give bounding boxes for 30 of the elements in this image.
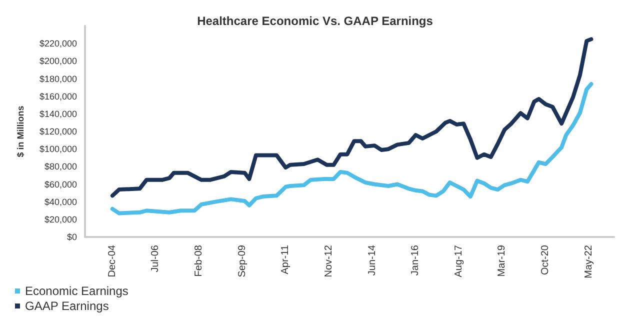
x-tick-label: Sep-09 <box>236 244 248 278</box>
y-tick-label: $140,000 <box>39 108 77 119</box>
chart-title: Healthcare Economic Vs. GAAP Earnings <box>197 14 434 28</box>
legend-label: GAAP Earnings <box>25 299 109 313</box>
x-tick-label: Nov-12 <box>324 244 335 278</box>
y-tick-label: $0 <box>66 232 77 242</box>
x-tick-label: Oct-20 <box>540 244 552 276</box>
x-tick-label: May-22 <box>583 244 594 278</box>
y-tick-label: $120,000 <box>39 126 77 136</box>
line-series <box>110 37 594 198</box>
y-tick-label: $20,000 <box>44 214 77 224</box>
y-tick-label: $100,000 <box>39 144 77 154</box>
y-tick-label: $80,000 <box>44 162 77 172</box>
x-tick-label: Feb-08 <box>194 244 205 277</box>
y-tick-label: $160,000 <box>39 91 77 102</box>
legend-label: Economic Earnings <box>25 284 128 298</box>
y-tick-label: $180,000 <box>39 74 77 84</box>
line-series <box>110 82 594 216</box>
y-tick-label: $200,000 <box>39 56 77 66</box>
x-tick-label: Jun-14 <box>366 244 378 276</box>
x-tick-label: Apr-11 <box>280 244 292 274</box>
y-axis-title: $ in Millions <box>16 106 26 158</box>
x-tick-label: Jan-16 <box>410 244 422 276</box>
x-tick-label: Mar-19 <box>496 244 508 277</box>
y-tick-label: $60,000 <box>44 179 77 190</box>
x-tick-label: Jul-06 <box>150 244 162 272</box>
y-tick-label: $220,000 <box>39 38 77 49</box>
y-tick-label: $40,000 <box>44 196 77 207</box>
x-tick-label: Dec-04 <box>106 244 118 278</box>
x-tick-label: Aug-17 <box>453 244 464 278</box>
